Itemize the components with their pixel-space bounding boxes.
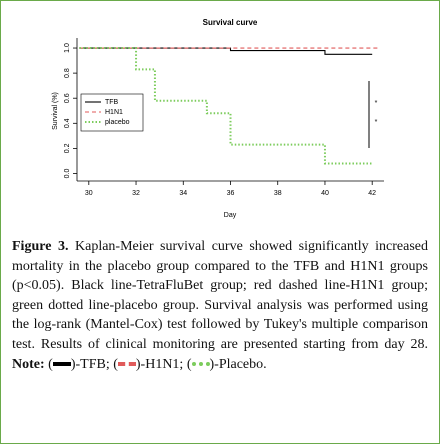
note-label: Note: — [12, 356, 45, 372]
legend-label: H1N1 — [105, 109, 123, 116]
y-tick-label: 0.6 — [64, 93, 71, 103]
note-suffix: )-H1N1; — [135, 356, 184, 372]
y-tick-label: 1.0 — [64, 43, 71, 53]
chart-title: Survival curve — [203, 18, 258, 27]
x-tick-label: 42 — [368, 190, 376, 197]
note-suffix: )-Placebo. — [209, 356, 267, 372]
x-tick-label: 32 — [132, 190, 140, 197]
series-line — [79, 47, 373, 55]
legend-box — [80, 93, 144, 132]
x-tick-label: 30 — [85, 190, 93, 197]
caption-label: Figure 3. — [12, 239, 69, 254]
series-line — [79, 47, 373, 165]
annotation: * — [375, 100, 378, 107]
x-tick-label: 38 — [274, 190, 282, 197]
legend-symbol — [191, 362, 210, 367]
caption: Figure 3. Kaplan-Meier survival curve sh… — [12, 237, 428, 374]
y-tick-label: 0.0 — [64, 169, 71, 179]
y-tick-label: 0.2 — [64, 143, 71, 153]
x-tick-label: 36 — [227, 190, 235, 197]
x-tick-label: 34 — [179, 190, 187, 197]
legend-symbol — [52, 362, 71, 367]
legend-label: placebo — [105, 119, 130, 126]
caption-text: Kaplan-Meier survival curve showed signi… — [12, 239, 429, 352]
x-tick-label: 40 — [321, 190, 329, 197]
chart: Survival curve Day Survival (%) * * 30 32… — [52, 18, 384, 219]
y-tick-label: 0.8 — [64, 68, 71, 78]
x-axis-label: Day — [224, 212, 237, 219]
y-tick-label: 0.4 — [64, 118, 71, 128]
legend-label: TFB — [105, 99, 119, 106]
legend-symbol — [117, 362, 136, 367]
note-prefix: ( — [186, 356, 192, 372]
note-prefix: ( — [48, 356, 53, 372]
y-axis-label: Survival (%) — [52, 92, 59, 130]
note-prefix: ( — [113, 356, 118, 372]
note-suffix: )-TFB; — [70, 356, 110, 372]
annotation: * — [375, 119, 378, 126]
